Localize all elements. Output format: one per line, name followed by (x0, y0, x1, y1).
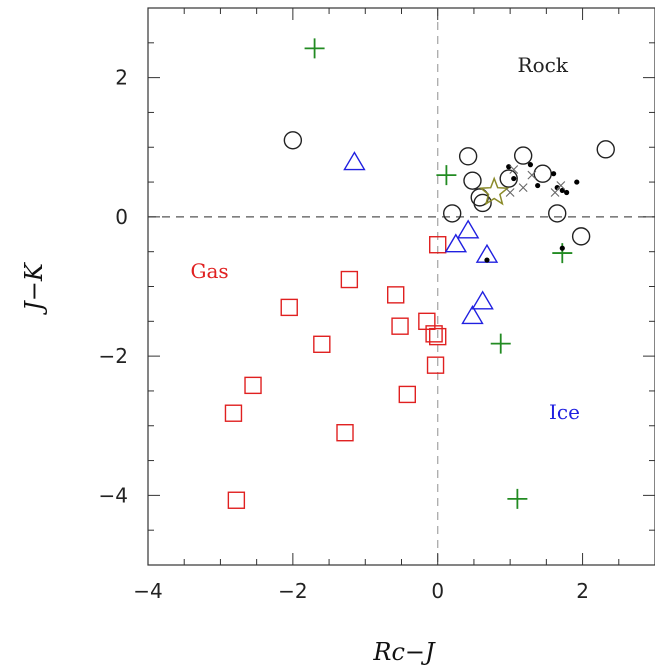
cross-point (527, 170, 537, 180)
triangle-point (343, 151, 366, 171)
y-tick-label: −4 (99, 483, 128, 507)
region-label-gas: Gas (190, 259, 228, 283)
square-point (425, 325, 443, 343)
plus-point (507, 488, 528, 509)
square-point (336, 424, 354, 442)
cross-point (556, 181, 566, 190)
x-tick-label: −4 (133, 579, 162, 603)
square-point (398, 385, 416, 404)
square-point (313, 335, 331, 353)
dot-point (574, 179, 580, 185)
x-tick-label: 0 (431, 579, 444, 603)
square-point (391, 317, 409, 335)
dot-point (551, 171, 557, 177)
circle-point (443, 204, 462, 223)
x-axis-label: Rc−J (372, 638, 436, 666)
circle-point (473, 193, 492, 213)
square-point (387, 286, 405, 304)
dot-point (564, 189, 570, 196)
square-point (340, 270, 359, 289)
square-point (244, 376, 262, 395)
triangle-point (456, 219, 480, 239)
square-point (224, 404, 243, 422)
triangle-point (461, 305, 484, 325)
y-tick-label: −2 (99, 344, 128, 368)
circle-point (458, 147, 478, 166)
square-point (426, 356, 445, 374)
circle-point (283, 131, 303, 150)
dot-point (559, 187, 565, 194)
circle-point (463, 171, 482, 190)
square-point (429, 327, 447, 346)
region-label-ice: Ice (549, 400, 580, 424)
y-tick-label: 2 (115, 66, 128, 90)
x-tick-label: 2 (576, 579, 589, 603)
x-tick-label: −2 (278, 579, 307, 603)
square-point (280, 298, 298, 317)
y-axis-label: J−K (20, 261, 48, 316)
cross-point (550, 188, 560, 197)
circle-point (548, 204, 567, 223)
square-point (227, 491, 246, 509)
cross-point (518, 183, 528, 193)
region-label-rock: Rock (518, 53, 569, 77)
plus-point (490, 333, 511, 354)
dot-point (527, 162, 534, 168)
circle-point (596, 140, 615, 159)
cross-point (505, 188, 515, 197)
plus-point (304, 38, 325, 59)
circle-point (571, 227, 591, 246)
square-point (429, 236, 447, 254)
dot-point (535, 182, 541, 189)
plus-point (436, 165, 457, 186)
circle-point (499, 169, 518, 188)
circle-point (513, 146, 533, 165)
y-tick-label: 0 (115, 205, 128, 229)
star-point (478, 176, 510, 206)
triangle-point (444, 233, 468, 253)
dot-point (484, 257, 490, 263)
dot-point (511, 175, 517, 182)
dot-point (559, 245, 565, 251)
cross-point (509, 165, 519, 174)
square-point (418, 312, 436, 331)
circle-point (533, 164, 552, 183)
triangle-point (471, 290, 494, 310)
